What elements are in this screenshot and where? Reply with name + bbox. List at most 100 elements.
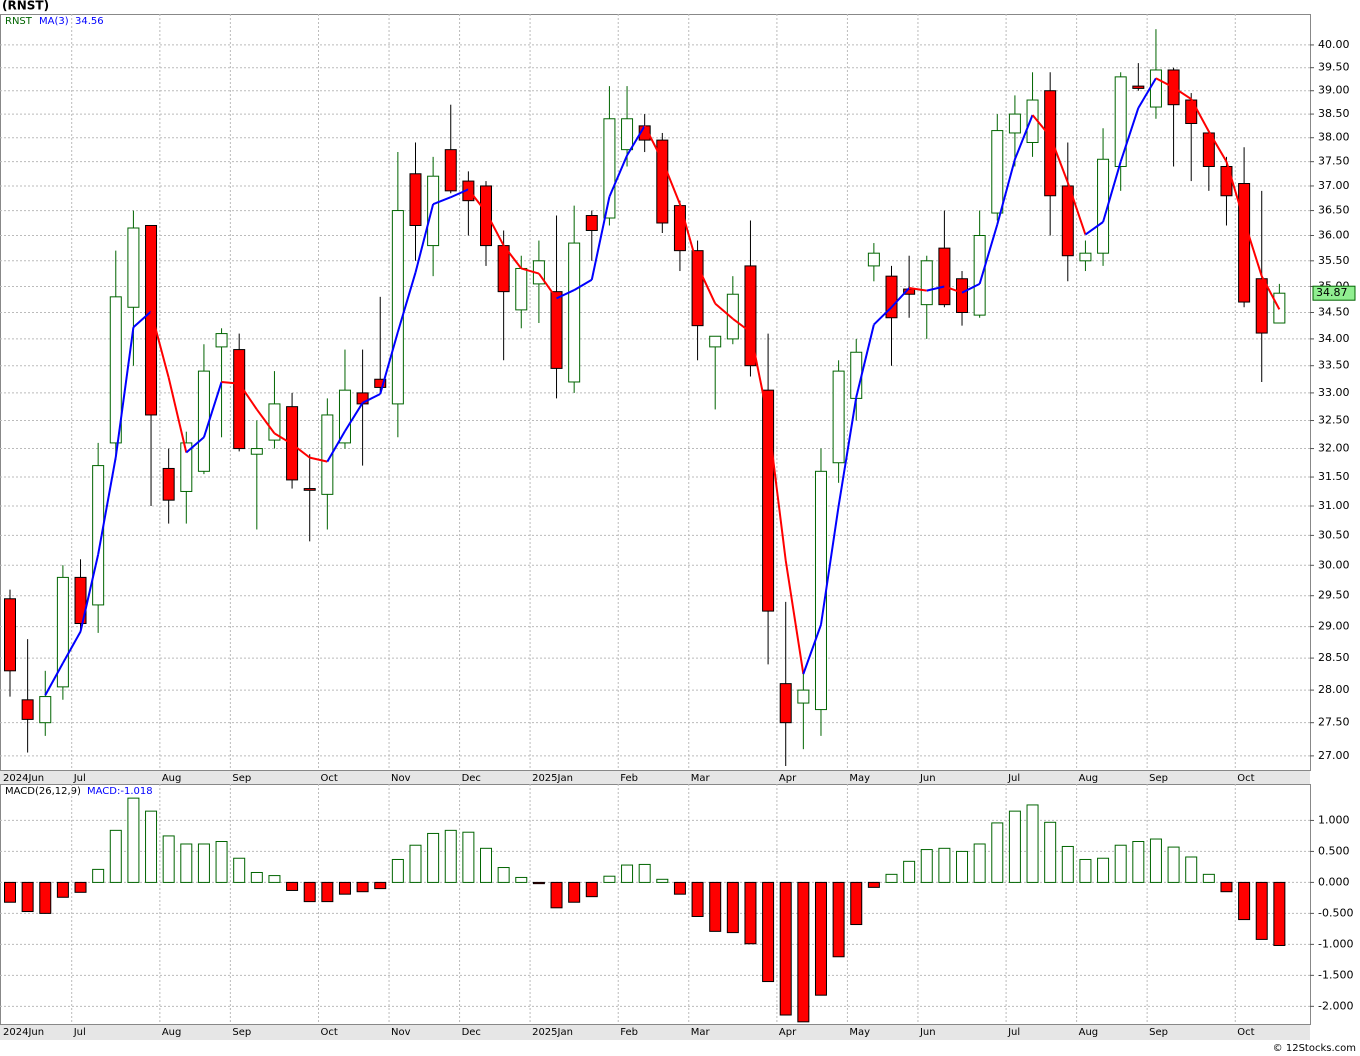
macd-bar bbox=[374, 881, 387, 890]
macd-bar bbox=[321, 881, 334, 903]
y-tick-label: 38.00 bbox=[1318, 131, 1350, 144]
candle-body bbox=[74, 576, 87, 625]
candle-body bbox=[1026, 99, 1039, 143]
macd-bar bbox=[850, 881, 863, 926]
candle-body bbox=[797, 689, 810, 704]
candle-body bbox=[497, 245, 510, 293]
x-tick-label: Feb bbox=[620, 773, 638, 784]
ma-line-segment bbox=[837, 397, 858, 507]
macd-bar bbox=[568, 881, 581, 903]
y-tick-label: -1.500 bbox=[1318, 968, 1353, 981]
macd-bar bbox=[215, 841, 228, 883]
macd-bar bbox=[1167, 846, 1180, 883]
candle-body bbox=[550, 291, 563, 369]
macd-bar bbox=[92, 868, 105, 883]
macd-bar bbox=[709, 881, 722, 932]
ma-line-segment bbox=[1084, 221, 1104, 236]
ma-line-segment bbox=[661, 159, 681, 205]
ma-line-segment bbox=[1173, 86, 1192, 100]
macd-bar bbox=[480, 847, 493, 883]
macd-bar bbox=[673, 881, 686, 895]
candle-body bbox=[197, 370, 210, 472]
candle-body bbox=[709, 335, 722, 348]
ma-line-segment bbox=[167, 377, 188, 453]
candle-body bbox=[162, 467, 175, 501]
footer: © 12Stocks.com bbox=[1273, 1043, 1356, 1054]
x-tick-label: Nov bbox=[391, 773, 411, 784]
y-tick-label: 36.00 bbox=[1318, 229, 1350, 242]
ma-line-segment bbox=[1013, 114, 1034, 160]
y-tick-label: 27.00 bbox=[1318, 749, 1350, 762]
macd-bar bbox=[814, 881, 827, 996]
ma-line-segment bbox=[926, 285, 945, 292]
candle-body bbox=[1079, 252, 1092, 262]
ma-line-segment bbox=[79, 554, 100, 632]
candle-body bbox=[338, 389, 351, 444]
x-tick-label: Oct bbox=[321, 773, 338, 784]
y-tick-label: 32.50 bbox=[1318, 414, 1350, 427]
macd-bar bbox=[1132, 841, 1145, 883]
macd-bar bbox=[462, 831, 475, 883]
y-tick-label: 28.00 bbox=[1318, 683, 1350, 696]
candle-body bbox=[673, 205, 686, 252]
macd-bar bbox=[1061, 845, 1074, 883]
macd-bar bbox=[145, 810, 158, 883]
candle-body bbox=[603, 118, 616, 219]
macd-bar bbox=[162, 835, 175, 883]
macd-bar bbox=[1238, 881, 1251, 921]
candle-body bbox=[867, 252, 880, 267]
macd-bar bbox=[356, 881, 369, 893]
ma-line-segment bbox=[1031, 114, 1051, 137]
ma-line-segment bbox=[1225, 161, 1246, 221]
candle-body bbox=[250, 448, 263, 455]
candle-body bbox=[920, 260, 933, 306]
x-tick-label: Oct bbox=[1237, 1027, 1254, 1038]
x-tick-label: Sep bbox=[1149, 1027, 1168, 1038]
macd-bar bbox=[1273, 881, 1286, 946]
x-tick-label: Jul bbox=[1007, 773, 1020, 784]
macd-bar bbox=[286, 881, 299, 891]
ma-line-segment bbox=[714, 302, 734, 320]
date-strip bbox=[0, 1024, 1310, 1040]
ma-last-value: 34.56 bbox=[75, 16, 104, 27]
ma-line-segment bbox=[996, 159, 1016, 225]
ma-line-segment bbox=[97, 456, 117, 555]
macd-bar bbox=[762, 881, 775, 983]
candle-body bbox=[1185, 99, 1198, 124]
y-tick-label: 27.50 bbox=[1318, 716, 1350, 729]
ma-line-segment bbox=[185, 436, 205, 454]
candle-body bbox=[39, 696, 52, 724]
candle-body bbox=[656, 139, 669, 224]
last-price-label: 34.87 bbox=[1316, 286, 1348, 299]
y-tick-label: 32.00 bbox=[1318, 442, 1350, 455]
ma-line-segment bbox=[590, 196, 611, 280]
ma-line-segment bbox=[485, 211, 505, 247]
y-tick-label: 31.00 bbox=[1318, 499, 1350, 512]
ma-line-segment bbox=[556, 289, 575, 300]
y-tick-label: 34.00 bbox=[1318, 332, 1350, 345]
macd-bar bbox=[391, 858, 404, 883]
y-tick-label: 0.000 bbox=[1318, 875, 1350, 888]
candle-body bbox=[814, 470, 827, 711]
candle-body bbox=[885, 275, 898, 319]
candle-body bbox=[303, 488, 316, 491]
ma-line-segment bbox=[238, 383, 258, 410]
candle-body bbox=[973, 235, 986, 316]
ma-line-segment bbox=[678, 203, 699, 267]
candle-body bbox=[92, 465, 105, 606]
ma-line-segment bbox=[520, 267, 540, 275]
candle-body bbox=[233, 349, 246, 450]
ma-line-segment bbox=[1260, 275, 1281, 310]
ma-line-segment bbox=[114, 327, 135, 458]
date-strip bbox=[0, 770, 1310, 785]
last-price-box bbox=[1312, 285, 1356, 301]
ma-line-segment bbox=[1207, 131, 1228, 163]
ma-line-segment bbox=[62, 631, 82, 664]
candle-body bbox=[215, 333, 228, 348]
macd-bar bbox=[39, 881, 52, 914]
macd-frame bbox=[0, 784, 1311, 1025]
x-tick-label: Aug bbox=[162, 1027, 182, 1038]
ma-line-segment bbox=[802, 624, 822, 675]
macd-bar bbox=[550, 881, 563, 909]
